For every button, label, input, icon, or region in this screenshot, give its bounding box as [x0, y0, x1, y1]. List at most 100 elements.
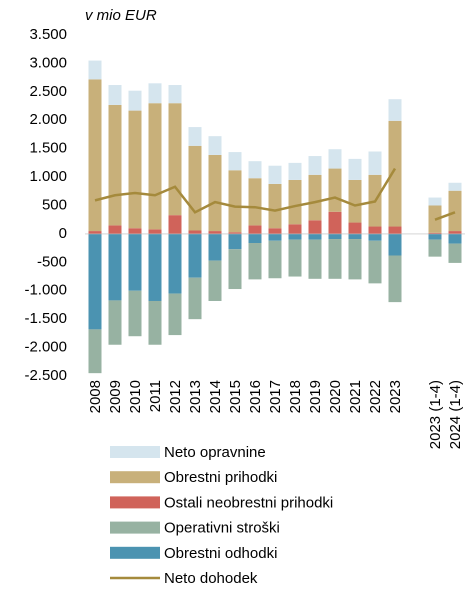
- bar: [88, 231, 102, 234]
- bar: [108, 233, 122, 301]
- bar: [448, 182, 462, 191]
- bar: [188, 145, 202, 231]
- y-tick-label: -1.000: [24, 282, 67, 299]
- chart-subtitle: v mio EUR: [85, 7, 157, 24]
- x-tick-label: 2021: [347, 380, 364, 413]
- bar: [388, 99, 402, 121]
- bar: [288, 179, 302, 225]
- line: [94, 167, 397, 214]
- x-tick-label: 2013: [187, 380, 204, 413]
- bar: [368, 226, 382, 234]
- x-tick-label: 2009: [107, 380, 124, 413]
- bar: [328, 233, 342, 240]
- y-tick-label: -2.000: [24, 339, 67, 356]
- bar: [388, 255, 402, 303]
- bar: [328, 168, 342, 212]
- bar: [168, 293, 182, 336]
- bar: [308, 233, 322, 240]
- y-tick-label: -500: [37, 253, 67, 270]
- bar: [128, 233, 142, 291]
- x-tick-label: 2018: [287, 380, 304, 413]
- y-tick-label: 2.500: [29, 83, 67, 100]
- bar: [388, 233, 402, 256]
- bar: [308, 156, 322, 175]
- bar: [148, 300, 162, 345]
- bar: [448, 233, 462, 244]
- bar: [428, 232, 442, 234]
- legend-label: Ostali neobrestni prihodki: [164, 494, 333, 511]
- legend-swatch: [110, 496, 160, 509]
- y-tick-label: 2.000: [29, 111, 67, 128]
- x-tick-label: 2014: [207, 380, 224, 413]
- y-tick-label: 1.500: [29, 140, 67, 157]
- bar: [168, 215, 182, 234]
- bar: [208, 154, 222, 232]
- bar: [308, 239, 322, 279]
- legend-label: Obrestni odhodki: [164, 545, 277, 562]
- bar: [328, 239, 342, 279]
- y-tick-label: 1.000: [29, 168, 67, 185]
- legend-swatch: [110, 471, 160, 484]
- bar: [148, 83, 162, 104]
- bar: [428, 197, 442, 206]
- bar: [208, 233, 222, 261]
- bar: [248, 243, 262, 280]
- bar: [188, 277, 202, 320]
- y-tick-label: -2.500: [24, 367, 67, 384]
- bar: [228, 249, 242, 290]
- bar: [88, 60, 102, 80]
- bar: [88, 329, 102, 374]
- y-tick-label: -1.500: [24, 310, 67, 327]
- bar: [148, 103, 162, 230]
- bar: [188, 233, 202, 278]
- line: [434, 211, 456, 221]
- bar: [388, 120, 402, 227]
- x-tick-label: 2022: [367, 380, 384, 413]
- bar: [448, 231, 462, 234]
- legend-label: Neto dohodek: [164, 570, 258, 587]
- x-tick-label: 2023 (1-4): [427, 380, 444, 449]
- bar: [288, 239, 302, 277]
- bar: [208, 231, 222, 234]
- y-tick-label: 500: [42, 196, 67, 213]
- bar: [248, 161, 262, 179]
- bar: [348, 179, 362, 223]
- bar: [168, 233, 182, 294]
- bar: [448, 243, 462, 263]
- y-tick-label: 3.000: [29, 54, 67, 71]
- x-tick-label: 2016: [247, 380, 264, 413]
- x-tick-label: 2020: [327, 380, 344, 413]
- legend-label: Neto opravnine: [164, 444, 266, 461]
- bar: [288, 233, 302, 240]
- bar: [148, 233, 162, 301]
- bar: [148, 229, 162, 234]
- bar: [128, 110, 142, 229]
- x-tick-label: 2019: [307, 380, 324, 413]
- bar: [168, 85, 182, 104]
- x-tick-label: 2017: [267, 380, 284, 413]
- bar: [108, 225, 122, 234]
- bar: [208, 136, 222, 155]
- bar: [88, 79, 102, 232]
- bar: [348, 222, 362, 234]
- bar: [268, 183, 282, 229]
- bar: [348, 158, 362, 180]
- x-tick-label: 2012: [167, 380, 184, 413]
- bar: [188, 230, 202, 234]
- bar: [428, 233, 442, 240]
- bar: [268, 233, 282, 241]
- bar: [208, 260, 222, 301]
- bar: [248, 178, 262, 226]
- y-tick-label: 3.500: [29, 26, 67, 43]
- legend-label: Obrestni prihodki: [164, 469, 277, 486]
- bar: [228, 170, 242, 233]
- legend-swatch: [110, 446, 160, 458]
- y-tick-label: 0: [59, 225, 67, 242]
- legend-swatch: [110, 546, 160, 559]
- bar: [268, 165, 282, 184]
- bar: [108, 300, 122, 345]
- bar: [308, 174, 322, 221]
- bar: [368, 240, 382, 284]
- x-tick-label: 2008: [87, 380, 104, 413]
